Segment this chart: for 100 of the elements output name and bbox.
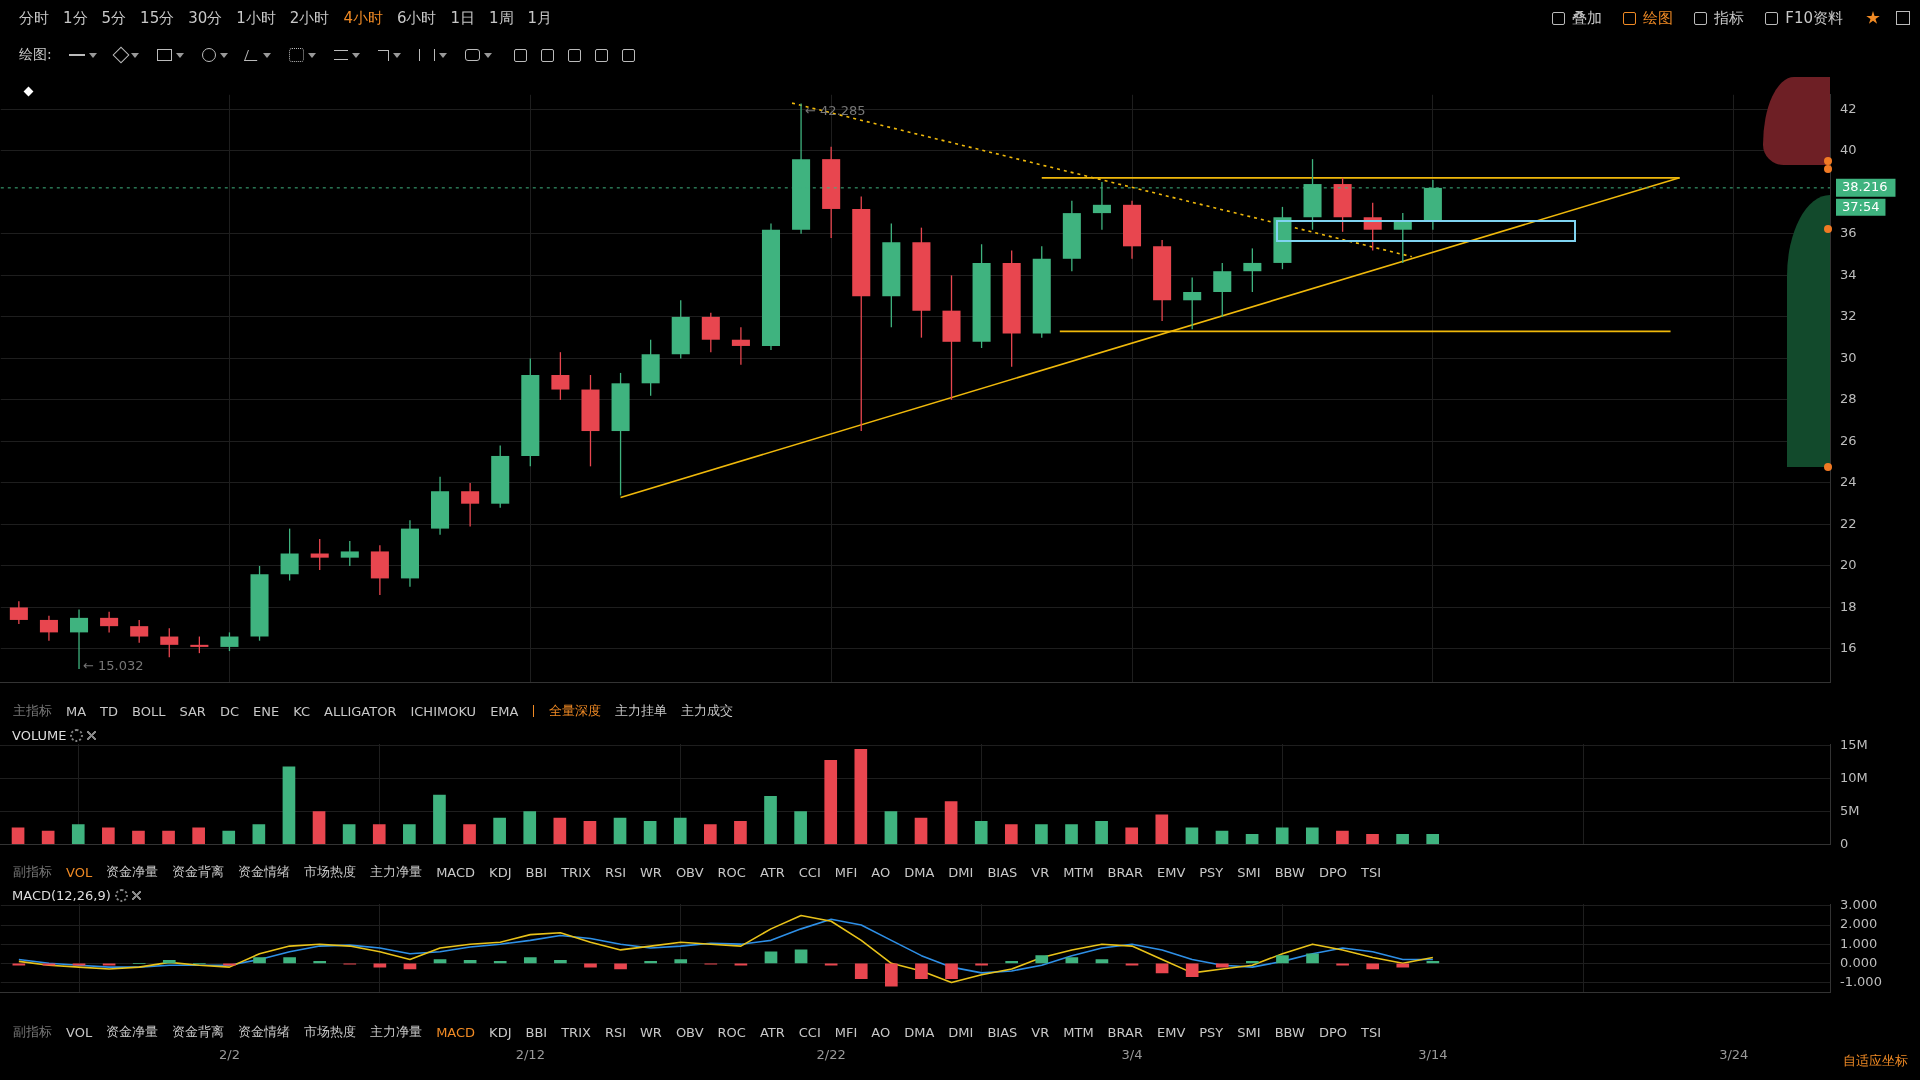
- text: 主力净量: [369, 1023, 424, 1041]
- x-tick-label: 3/14: [1418, 1047, 1448, 1063]
- y-tick-label: 2.000: [1840, 916, 1878, 932]
- text: WR: [639, 1024, 663, 1040]
- text: 37:54: [1842, 199, 1880, 215]
- y-tick-label: 1.000: [1840, 935, 1878, 951]
- text: 1分: [62, 8, 89, 28]
- text: PSY: [1198, 864, 1225, 880]
- y-tick-label: 20: [1840, 557, 1857, 573]
- text: CCI: [797, 864, 822, 880]
- ref-line-label: 38.216: [1842, 179, 1888, 195]
- text: MTM: [1062, 1024, 1095, 1040]
- text: TRIX: [560, 1024, 592, 1040]
- text: DMI: [947, 1024, 975, 1040]
- text: BRAR: [1106, 1024, 1144, 1040]
- annotation: ← 42.285: [805, 102, 866, 118]
- text: 资金背离: [171, 863, 226, 881]
- text: VOL: [65, 864, 94, 880]
- text: 2小时: [288, 8, 331, 28]
- text: PSY: [1198, 1024, 1225, 1040]
- y-tick-label: 42: [1840, 100, 1857, 116]
- y-tick-label: 40: [1840, 142, 1857, 158]
- y-tick-label: 32: [1840, 308, 1857, 324]
- text: DC: [218, 703, 240, 719]
- x-tick-label: 3/4: [1121, 1047, 1143, 1063]
- y-tick-label: -1.000: [1840, 973, 1882, 989]
- text: BOLL: [131, 703, 167, 719]
- text: 1月: [526, 8, 554, 28]
- y-tick-label: 5M: [1840, 802, 1860, 818]
- text: 主力挂单: [614, 702, 669, 720]
- text: 市场热度: [303, 1023, 358, 1041]
- text: BBW: [1273, 1024, 1306, 1040]
- text: TSI: [1359, 1024, 1382, 1040]
- text: CCI: [797, 1024, 822, 1040]
- y-tick-label: 36: [1840, 225, 1857, 241]
- text: 指标: [1713, 8, 1746, 28]
- y-tick-label: 22: [1840, 515, 1857, 531]
- text: KC: [292, 703, 312, 719]
- text: BRAR: [1106, 864, 1144, 880]
- text: 资金背离: [171, 1023, 226, 1041]
- text: 副指标: [12, 863, 53, 881]
- text: MACD: [435, 864, 477, 880]
- text: ICHIMOKU: [409, 703, 478, 719]
- text: KDJ: [488, 864, 513, 880]
- y-tick-label: 0.000: [1840, 954, 1878, 970]
- text: DPO: [1317, 1024, 1348, 1040]
- text: VOL: [65, 1024, 94, 1040]
- text: 1小时: [235, 8, 277, 28]
- text: OBV: [674, 1024, 705, 1040]
- text: 4小时: [342, 8, 384, 28]
- text: DMA: [903, 1024, 936, 1040]
- text: 副指标: [12, 1023, 53, 1041]
- y-tick-label: 34: [1840, 266, 1857, 282]
- text: 全量深度: [548, 702, 603, 720]
- text: F10资料: [1784, 8, 1844, 28]
- y-tick-label: 28: [1840, 391, 1857, 407]
- text: 资金情绪: [237, 1023, 292, 1041]
- y-tick-label: 0: [1840, 835, 1849, 851]
- text: EMA: [489, 703, 520, 719]
- text: 资金净量: [105, 863, 160, 881]
- text: SAR: [178, 703, 207, 719]
- text: DMI: [947, 864, 975, 880]
- text: MA: [65, 703, 88, 719]
- text: 叠加: [1571, 8, 1604, 28]
- text: VR: [1030, 864, 1051, 880]
- text: ATR: [758, 864, 786, 880]
- y-tick-label: 26: [1840, 432, 1857, 448]
- text: BIAS: [986, 1024, 1019, 1040]
- text: BIAS: [986, 864, 1019, 880]
- text: RSI: [603, 864, 627, 880]
- text: 市场热度: [303, 863, 358, 881]
- text: ATR: [758, 1024, 786, 1040]
- y-tick-label: 30: [1840, 349, 1857, 365]
- text: AO: [870, 1024, 892, 1040]
- text: 1日: [449, 8, 476, 28]
- text: MTM: [1062, 864, 1095, 880]
- text: TRIX: [560, 864, 592, 880]
- text: 30分: [187, 8, 224, 28]
- annotation: ← 15.032: [83, 658, 144, 674]
- chart-title: VOLUME: [12, 728, 67, 743]
- text: DMA: [903, 864, 936, 880]
- x-tick-label: 3/24: [1719, 1047, 1749, 1063]
- x-tick-label: 2/12: [515, 1047, 545, 1063]
- text: TSI: [1359, 864, 1382, 880]
- y-tick-label: 10M: [1840, 770, 1868, 786]
- text: 15分: [139, 8, 176, 28]
- text: DPO: [1317, 864, 1348, 880]
- y-tick-label: 16: [1840, 640, 1857, 656]
- text: 绘图:: [18, 46, 53, 64]
- text: RSI: [603, 1024, 627, 1040]
- text: SMI: [1236, 1024, 1262, 1040]
- text: 资金情绪: [237, 863, 292, 881]
- text: ROC: [716, 864, 747, 880]
- y-tick-label: 18: [1840, 598, 1857, 614]
- text: AO: [870, 864, 892, 880]
- y-tick-label: 3.000: [1840, 897, 1878, 913]
- text: ENE: [252, 703, 281, 719]
- text: 资金净量: [105, 1023, 160, 1041]
- text: WR: [639, 864, 663, 880]
- y-tick-label: 24: [1840, 474, 1857, 490]
